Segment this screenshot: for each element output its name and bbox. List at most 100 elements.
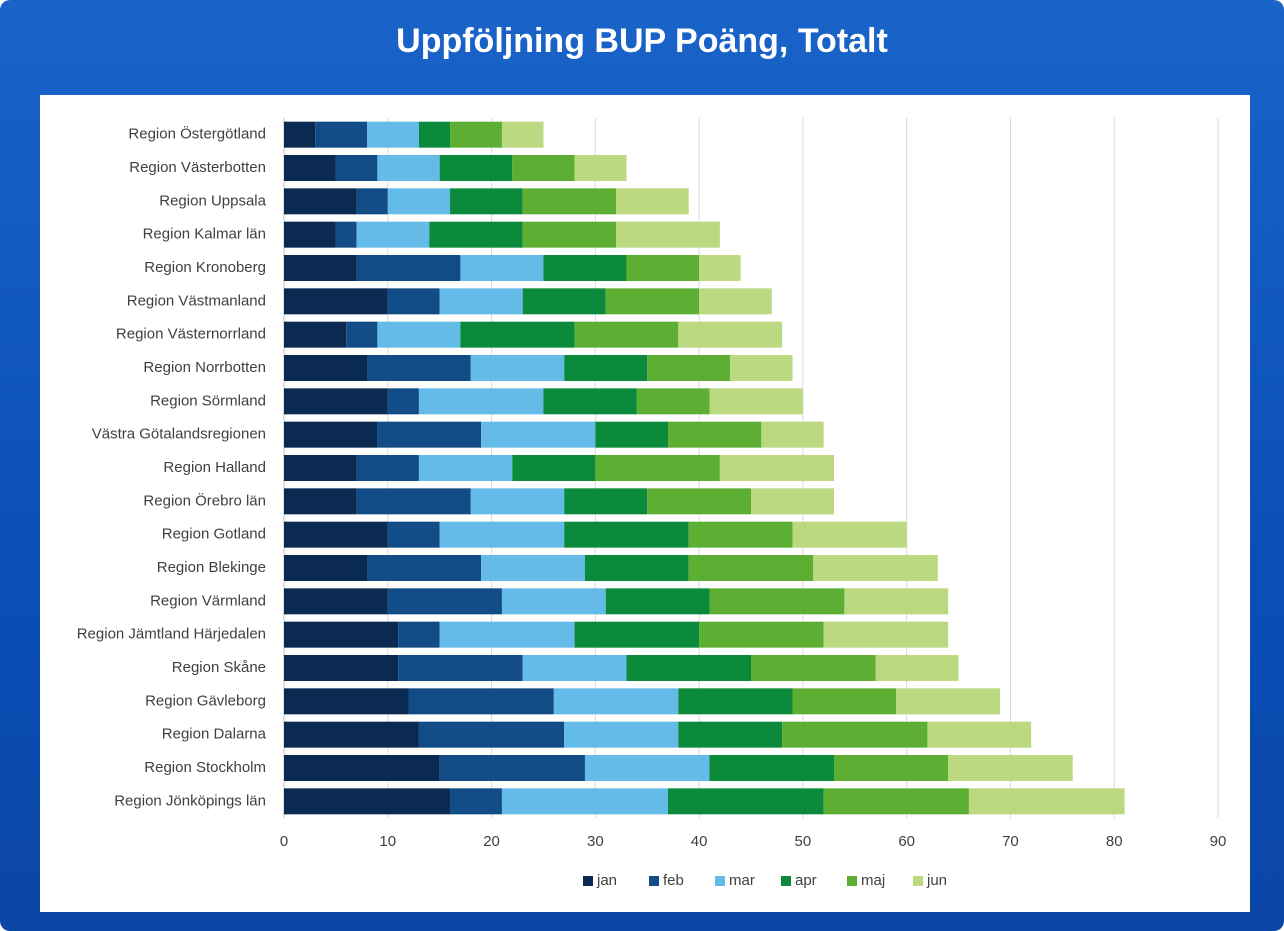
x-tick-label: 90 [1210, 833, 1227, 850]
bar-segment [626, 655, 751, 681]
x-tick-label: 30 [587, 833, 604, 850]
x-tick-label: 20 [483, 833, 500, 850]
legend-swatch [847, 876, 857, 886]
bar-segment [823, 621, 949, 648]
bar-segment [501, 121, 544, 148]
legend-swatch [913, 876, 923, 886]
bar-segment [616, 188, 689, 215]
x-tick-label: 10 [379, 833, 396, 850]
bar-segment [470, 488, 565, 515]
bar-segment [284, 355, 368, 381]
bar-segment [709, 388, 803, 415]
bar-segment [667, 788, 824, 815]
bar-segment [501, 788, 668, 815]
bar-segment [284, 121, 316, 148]
y-tick-label: Region Östergötland [128, 125, 266, 143]
legend-label: feb [663, 872, 684, 889]
bar-segment [284, 255, 357, 281]
x-tick-label: 0 [280, 833, 288, 850]
bar-segment [377, 155, 440, 181]
legend-swatch [715, 876, 725, 886]
legend-label: jan [596, 872, 617, 889]
bar-segment [284, 688, 409, 715]
bar-segment [418, 721, 565, 748]
bar-segment [460, 255, 544, 281]
legend-swatch [781, 876, 791, 886]
bar-segment [522, 655, 627, 681]
bar-segment [387, 588, 502, 615]
bar-segment [356, 188, 388, 215]
bar-segment [564, 355, 648, 381]
bar-segment [709, 755, 835, 781]
bar-segment [398, 621, 440, 648]
bar-segment [512, 455, 596, 481]
bar-segment [823, 788, 969, 815]
bar-segment [284, 321, 347, 348]
bar-segment [418, 121, 451, 148]
bar-segment [564, 521, 689, 548]
bar-segment [709, 588, 845, 615]
bar-segment [284, 755, 440, 781]
bar-segment [564, 488, 648, 515]
x-tick-label: 50 [795, 833, 812, 850]
y-tick-label: Region Örebro län [143, 491, 266, 509]
bar-segment [450, 121, 502, 148]
bar-segment [284, 721, 419, 748]
bar-segment [512, 155, 575, 181]
bar-segment [543, 255, 627, 281]
bar-segment [574, 155, 627, 181]
bar-segment [699, 621, 824, 648]
bar-segment [439, 155, 513, 181]
bar-segment [595, 455, 720, 481]
bar-segment [356, 255, 461, 281]
bar-segment [501, 588, 606, 615]
bar-segment [688, 521, 793, 548]
y-tick-label: Region Jönköpings län [114, 792, 266, 809]
y-tick-label: Region Gävleborg [145, 692, 266, 709]
bar-segment [439, 521, 565, 548]
bar-segment [792, 688, 897, 715]
y-tick-label: Region Skåne [172, 659, 266, 676]
bar-segment [284, 221, 336, 248]
bar-segment [896, 688, 1001, 715]
bar-segment [751, 655, 876, 681]
bar-segment [387, 388, 419, 415]
bar-segment [595, 421, 668, 448]
legend-swatch [649, 876, 659, 886]
bar-segment [481, 555, 585, 581]
bar-segment [356, 488, 471, 515]
legend-label: jun [926, 872, 947, 889]
y-tick-label: Region Västerbotten [129, 159, 266, 176]
bar-segment [699, 255, 741, 281]
bar-segment [418, 388, 544, 415]
bar-segment [429, 221, 523, 248]
legend-label: apr [795, 872, 817, 889]
bar-segment [792, 521, 907, 548]
bar-segment [439, 755, 585, 781]
bar-segment [284, 621, 399, 648]
y-tick-label: Region Kalmar län [143, 226, 266, 243]
bar-segment [335, 221, 357, 248]
bar-segment [356, 455, 419, 481]
bar-segment [948, 755, 1073, 781]
bar-segment [782, 721, 928, 748]
bar-segment [626, 255, 700, 281]
bar-segment [678, 321, 783, 348]
y-tick-label: Västra Götalandsregionen [92, 426, 266, 443]
y-tick-label: Region Värmland [150, 592, 266, 609]
y-tick-label: Region Sörmland [150, 392, 266, 409]
bar-segment [284, 388, 388, 415]
bar-segment [284, 788, 451, 815]
bar-segment [398, 655, 523, 681]
x-tick-label: 80 [1106, 833, 1123, 850]
bar-segment [584, 555, 689, 581]
legend-swatch [583, 876, 593, 886]
bar-segment [367, 555, 482, 581]
x-tick-label: 40 [691, 833, 708, 850]
bar-segment [927, 721, 1032, 748]
x-tick-label: 60 [898, 833, 915, 850]
bar-segment [543, 388, 637, 415]
legend-label: mar [729, 872, 755, 889]
bar-segment [284, 155, 336, 181]
y-tick-label: Region Västernorrland [116, 326, 266, 343]
